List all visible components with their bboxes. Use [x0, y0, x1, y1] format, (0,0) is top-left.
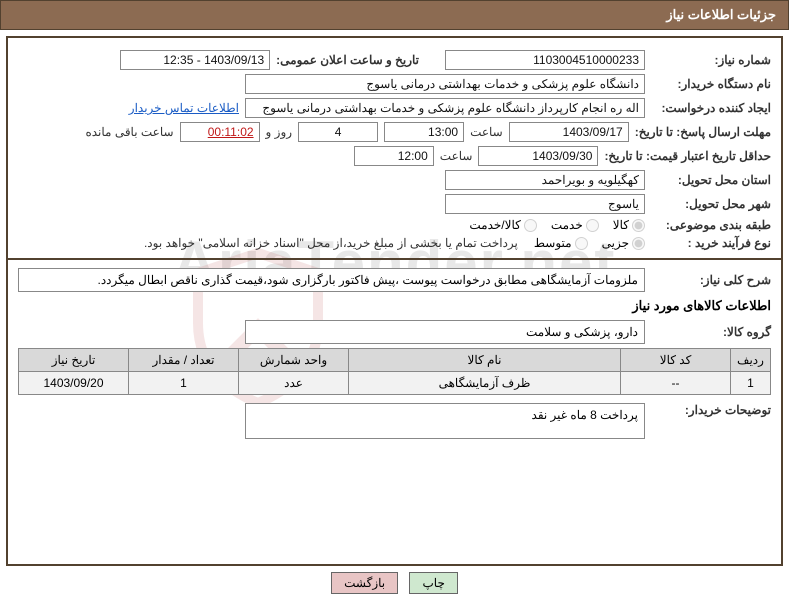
- pt-partial-option[interactable]: جزیی: [602, 236, 645, 250]
- group-value: دارو، پزشکی و سلامت: [245, 320, 645, 344]
- items-table: ردیف کد کالا نام کالا واحد شمارش تعداد /…: [18, 348, 771, 395]
- button-bar: چاپ بازگشت: [0, 572, 789, 594]
- cat-goods-option[interactable]: کالا: [613, 218, 645, 232]
- row-price-validity: حداقل تاریخ اعتبار قیمت: تا تاریخ: 1403/…: [18, 146, 771, 166]
- th-row: ردیف: [731, 349, 771, 372]
- deadline-time: 13:00: [384, 122, 464, 142]
- td-name: ظرف آزمایشگاهی: [349, 372, 621, 395]
- buyer-org-value: دانشگاه علوم پزشکی و خدمات بهداشتی درمان…: [245, 74, 645, 94]
- row-city: شهر محل تحویل: یاسوج: [18, 194, 771, 214]
- th-qty: تعداد / مقدار: [129, 349, 239, 372]
- price-validity-label: حداقل تاریخ اعتبار قیمت: تا تاریخ:: [604, 149, 771, 163]
- payment-note: پرداخت تمام یا بخشی از مبلغ خرید،از محل …: [144, 236, 518, 250]
- cat-service-option[interactable]: خدمت: [551, 218, 599, 232]
- row-buyer-note: توضیحات خریدار: پرداخت 8 ماه غیر نقد: [18, 403, 771, 439]
- row-group: گروه کالا: دارو، پزشکی و سلامت: [18, 320, 771, 344]
- row-desc: شرح کلی نیاز: ملزومات آزمایشگاهی مطابق د…: [18, 268, 771, 292]
- row-deadline: مهلت ارسال پاسخ: تا تاریخ: 1403/09/17 سا…: [18, 122, 771, 142]
- buyer-contact-link[interactable]: اطلاعات تماس خریدار: [129, 101, 239, 115]
- need-no-label: شماره نیاز:: [651, 53, 771, 67]
- pt-partial-label: جزیی: [602, 236, 629, 250]
- cat-service-label: خدمت: [551, 218, 583, 232]
- category-label: طبقه بندی موضوعی:: [651, 218, 771, 232]
- td-unit: عدد: [239, 372, 349, 395]
- buyer-org-label: نام دستگاه خریدار:: [651, 77, 771, 91]
- th-code: کد کالا: [621, 349, 731, 372]
- td-code: --: [621, 372, 731, 395]
- cat-goods-service-label: کالا/خدمت: [469, 218, 520, 232]
- cat-goods-service-radio[interactable]: [524, 219, 537, 232]
- pt-medium-label: متوسط: [534, 236, 572, 250]
- cat-goods-service-option[interactable]: کالا/خدمت: [469, 218, 536, 232]
- purchase-type-label: نوع فرآیند خرید :: [651, 236, 771, 250]
- th-name: نام کالا: [349, 349, 621, 372]
- row-requester: ایجاد کننده درخواست: اله ره انجام کارپرد…: [18, 98, 771, 118]
- deadline-label: مهلت ارسال پاسخ: تا تاریخ:: [635, 125, 771, 139]
- days-label: روز و: [266, 125, 293, 139]
- deadline-date: 1403/09/17: [509, 122, 629, 142]
- province-label: استان محل تحویل:: [651, 173, 771, 187]
- back-button[interactable]: بازگشت: [331, 572, 398, 594]
- page: جزئیات اطلاعات نیاز AriaTender.net شماره…: [0, 0, 789, 598]
- announce-label: تاریخ و ساعت اعلان عمومی:: [276, 53, 419, 67]
- td-row: 1: [731, 372, 771, 395]
- td-need-date: 1403/09/20: [19, 372, 129, 395]
- requester-value: اله ره انجام کارپرداز دانشگاه علوم پزشکی…: [245, 98, 645, 118]
- announce-value: 1403/09/13 - 12:35: [120, 50, 270, 70]
- table-row: 1 -- ظرف آزمایشگاهی عدد 1 1403/09/20: [19, 372, 771, 395]
- td-qty: 1: [129, 372, 239, 395]
- row-province: استان محل تحویل: کهگیلویه و بویراحمد: [18, 170, 771, 190]
- category-group: کالا خدمت کالا/خدمت: [469, 218, 645, 232]
- price-date: 1403/09/30: [478, 146, 598, 166]
- main-panel: AriaTender.net شماره نیاز: 1103004510000…: [6, 36, 783, 566]
- requester-label: ایجاد کننده درخواست:: [651, 101, 771, 115]
- table-header-row: ردیف کد کالا نام کالا واحد شمارش تعداد /…: [19, 349, 771, 372]
- desc-box: ملزومات آزمایشگاهی مطابق درخواست پیوست ،…: [18, 268, 645, 292]
- purchase-type-group: جزیی متوسط: [534, 236, 645, 250]
- time-label-1: ساعت: [470, 125, 503, 139]
- province-value: کهگیلویه و بویراحمد: [445, 170, 645, 190]
- remaining-label: ساعت باقی مانده: [85, 125, 173, 139]
- panel-header: جزئیات اطلاعات نیاز: [0, 0, 789, 30]
- pt-medium-option[interactable]: متوسط: [534, 236, 588, 250]
- th-unit: واحد شمارش: [239, 349, 349, 372]
- cat-goods-radio[interactable]: [632, 219, 645, 232]
- separator: [8, 258, 781, 260]
- row-purchase-type: نوع فرآیند خرید : جزیی متوسط پرداخت تمام…: [18, 236, 771, 250]
- print-button[interactable]: چاپ: [409, 572, 457, 594]
- content-wrapper: شماره نیاز: 1103004510000233 تاریخ و ساع…: [18, 50, 771, 439]
- pt-partial-radio[interactable]: [632, 237, 645, 250]
- city-value: یاسوج: [445, 194, 645, 214]
- cat-goods-label: کالا: [613, 218, 629, 232]
- row-buyer-org: نام دستگاه خریدار: دانشگاه علوم پزشکی و …: [18, 74, 771, 94]
- th-need-date: تاریخ نیاز: [19, 349, 129, 372]
- row-category: طبقه بندی موضوعی: کالا خدمت کالا/خدمت: [18, 218, 771, 232]
- price-time: 12:00: [354, 146, 434, 166]
- timer-value: 00:11:02: [180, 122, 260, 142]
- buyer-note-box: پرداخت 8 ماه غیر نقد: [245, 403, 645, 439]
- items-title: اطلاعات کالاهای مورد نیاز: [18, 298, 771, 314]
- cat-service-radio[interactable]: [586, 219, 599, 232]
- pt-medium-radio[interactable]: [575, 237, 588, 250]
- desc-label: شرح کلی نیاز:: [651, 273, 771, 287]
- days-value: 4: [298, 122, 378, 142]
- row-need-no: شماره نیاز: 1103004510000233 تاریخ و ساع…: [18, 50, 771, 70]
- panel-title: جزئیات اطلاعات نیاز: [666, 7, 776, 22]
- group-label: گروه کالا:: [651, 325, 771, 339]
- buyer-note-label: توضیحات خریدار:: [651, 403, 771, 417]
- time-label-2: ساعت: [440, 149, 473, 163]
- city-label: شهر محل تحویل:: [651, 197, 771, 211]
- need-no-value: 1103004510000233: [445, 50, 645, 70]
